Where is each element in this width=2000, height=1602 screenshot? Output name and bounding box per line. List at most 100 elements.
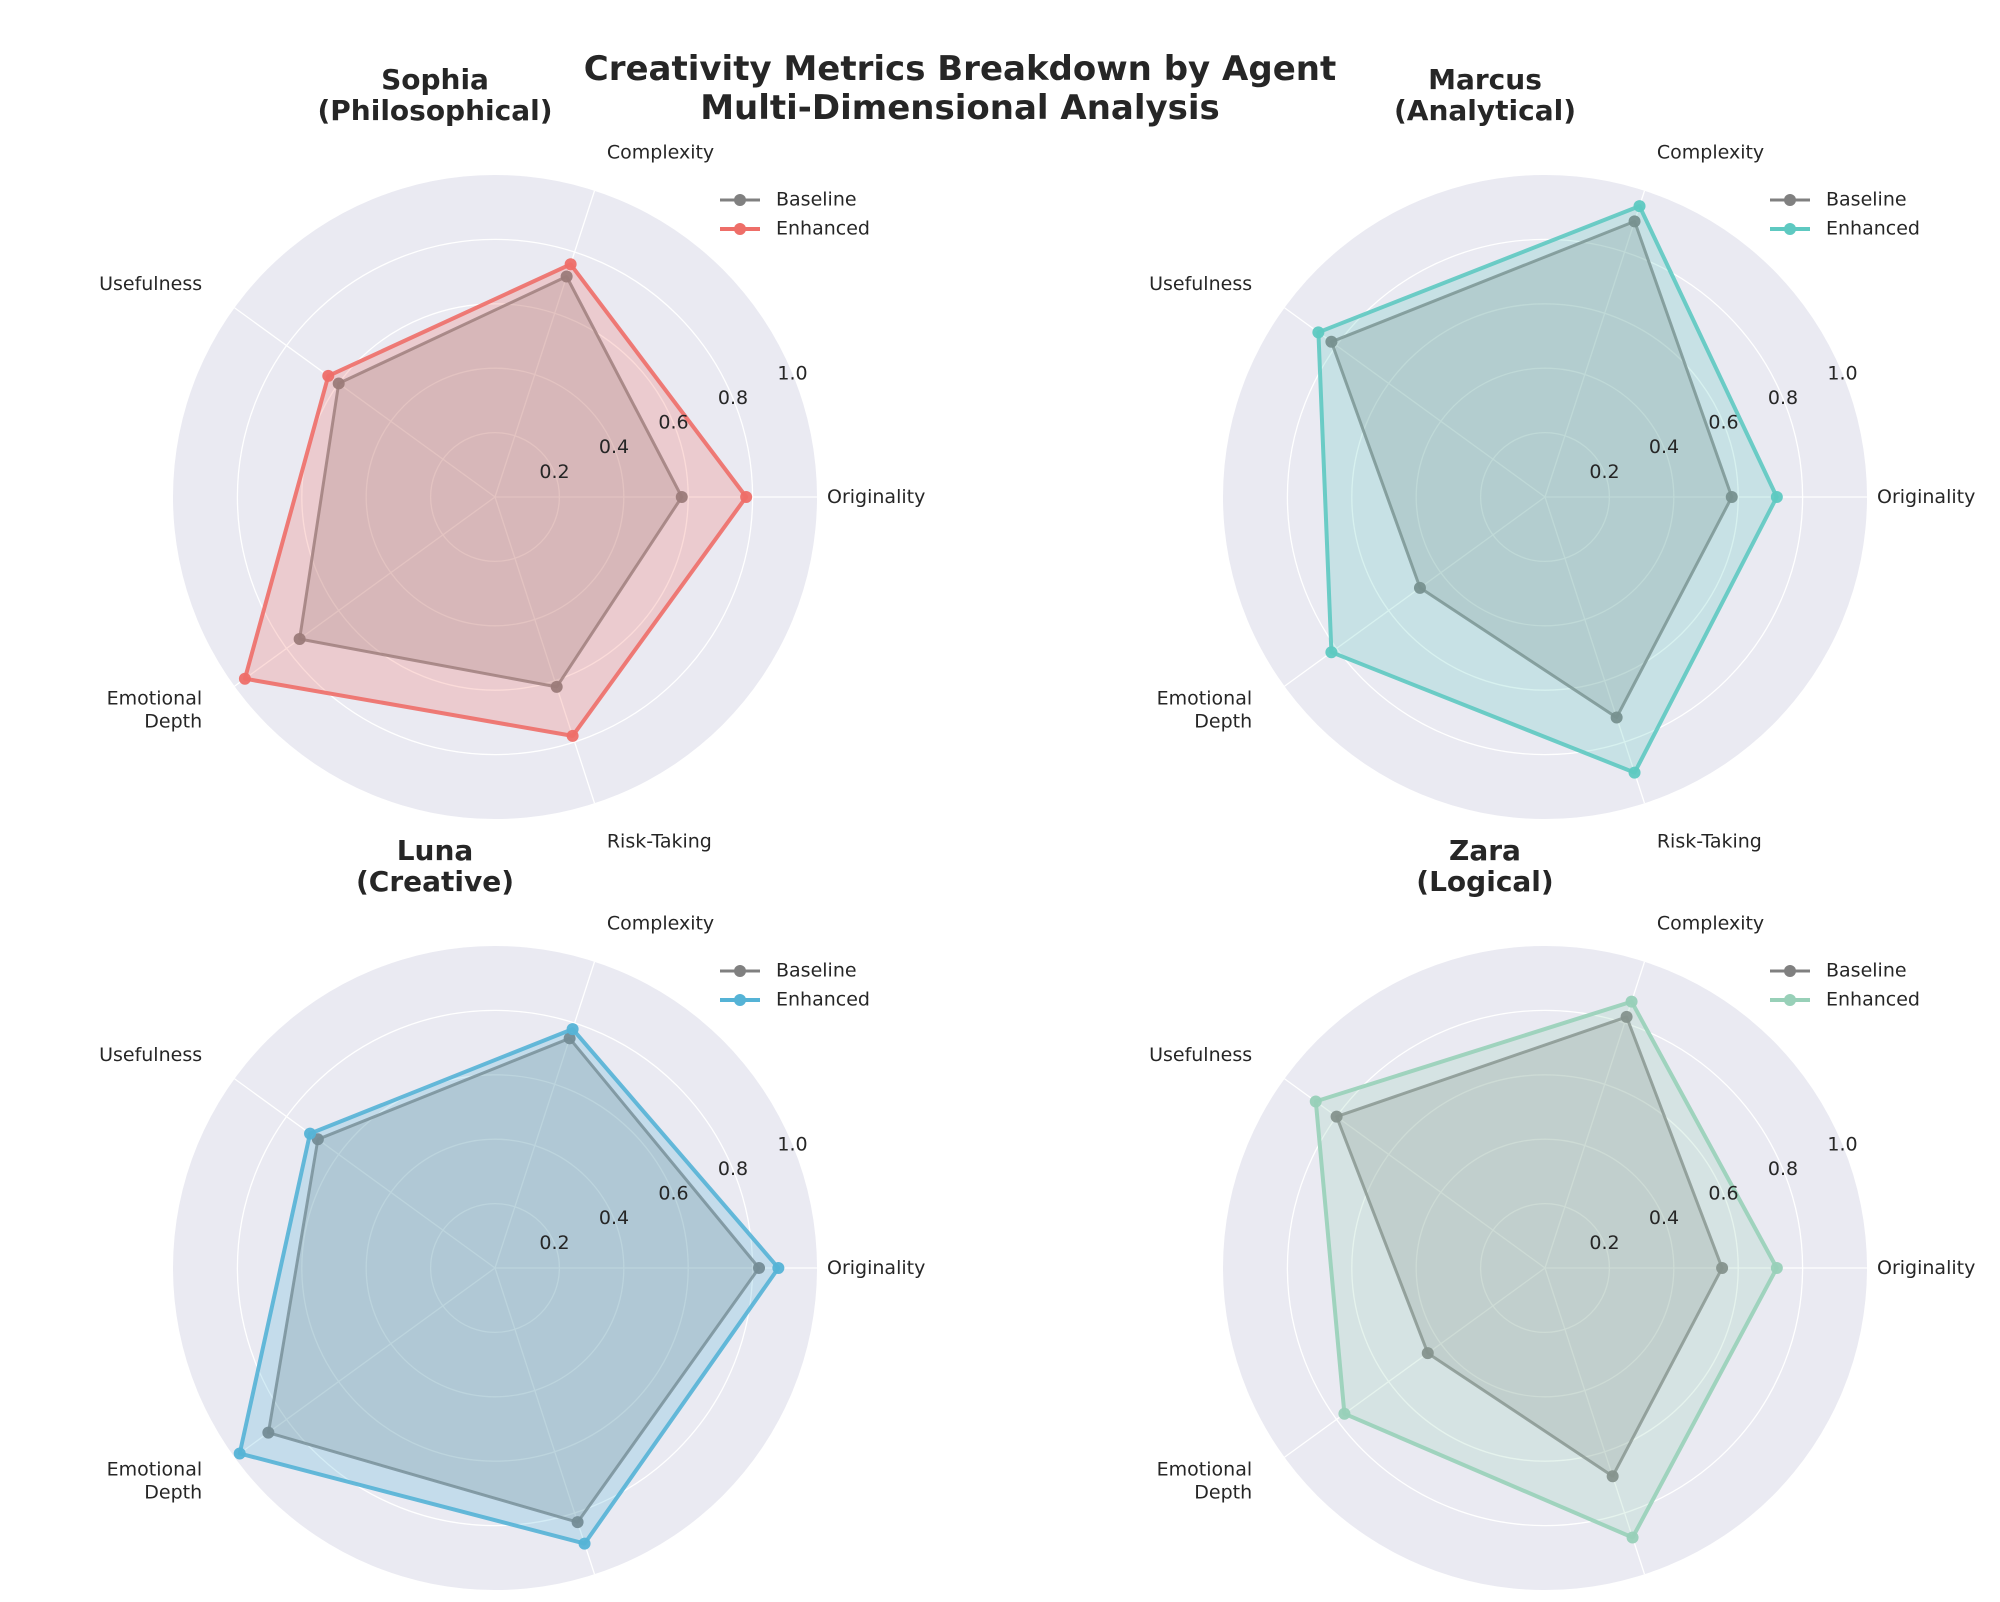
series-line-enhanced xyxy=(1313,999,1779,1540)
axis-label-emotional-depth: Emotional Depth xyxy=(1157,687,1252,732)
data-point-baseline xyxy=(1610,711,1623,724)
data-point-enhanced xyxy=(1770,1262,1783,1274)
radar-chart-luna: 0.2 0.4 0.6 0.8 1.0 Originality Complexity Usef… xyxy=(99,834,925,1602)
data-point-baseline xyxy=(1325,335,1338,348)
figure-title-line1: Creativity Metrics Breakdown by Agent xyxy=(584,49,1336,89)
data-point-baseline xyxy=(1330,1110,1343,1123)
grid-spoke xyxy=(494,496,596,804)
data-point-enhanced xyxy=(304,1127,317,1140)
grid-spoke xyxy=(1544,496,1646,804)
axis-label-risk-taking: Risk-Taking xyxy=(607,1601,712,1602)
axis-label-originality: Originality xyxy=(827,486,925,508)
series-line-enhanced xyxy=(242,262,749,738)
r-tick-label: 0.8 xyxy=(1768,387,1798,409)
subplot-title-line2: (Analytical) xyxy=(1394,94,1576,127)
legend: Baseline Enhanced xyxy=(720,960,870,1011)
data-point-enhanced xyxy=(740,491,753,503)
axis-label-complexity: Complexity xyxy=(607,141,714,163)
data-point-enhanced xyxy=(1770,491,1783,503)
r-tick-label: 1.0 xyxy=(777,1133,807,1155)
axis-label-risk-taking: Risk-Taking xyxy=(607,830,712,852)
data-point-enhanced xyxy=(1633,200,1646,213)
legend-label-baseline: Baseline xyxy=(776,960,857,982)
series-fill-baseline xyxy=(268,1038,759,1523)
subplot-title-line1: Zara xyxy=(1449,834,1521,867)
data-point-enhanced xyxy=(322,369,335,382)
data-point-enhanced xyxy=(772,1262,785,1274)
legend-label-enhanced: Enhanced xyxy=(1826,989,1920,1011)
data-point-baseline xyxy=(571,1516,584,1529)
axis-label-originality: Originality xyxy=(1877,486,1975,508)
chart-grid: 0.2 0.4 0.6 0.8 1.0 Originality Complexity Usef… xyxy=(99,63,1975,1602)
r-tick-label: 0.6 xyxy=(658,1183,688,1205)
legend-label-baseline: Baseline xyxy=(1826,960,1907,982)
axis-label-emotional-depth: Emotional Depth xyxy=(107,1458,202,1503)
series-fill-enhanced xyxy=(1318,206,1777,773)
legend-label-enhanced: Enhanced xyxy=(776,989,870,1011)
series-fill-enhanced xyxy=(239,1029,779,1544)
series-line-baseline xyxy=(1329,219,1734,719)
legend-marker-baseline xyxy=(734,965,746,977)
data-point-enhanced xyxy=(1325,646,1338,659)
legend: Baseline Enhanced xyxy=(720,189,870,240)
r-tick-label: 0.2 xyxy=(539,461,569,483)
r-tick-label: 0.8 xyxy=(1768,1158,1798,1180)
data-point-baseline xyxy=(1620,1010,1633,1023)
data-point-enhanced xyxy=(1625,995,1638,1008)
data-point-baseline xyxy=(560,270,573,283)
axis-label-usefulness: Usefulness xyxy=(1149,273,1252,295)
data-point-baseline xyxy=(563,1032,576,1045)
r-tick-label: 0.2 xyxy=(1589,461,1619,483)
grid-spoke xyxy=(234,496,496,687)
axis-label-complexity: Complexity xyxy=(607,912,714,934)
data-point-baseline xyxy=(1628,215,1641,228)
subplot-title-line1: Luna xyxy=(397,834,474,867)
r-tick-label: 1.0 xyxy=(1827,1133,1857,1155)
grid-spoke xyxy=(494,190,596,498)
r-tick-label: 0.4 xyxy=(1649,1207,1679,1229)
radar-chart-sophia: 0.2 0.4 0.6 0.8 1.0 Originality Complexity Usef… xyxy=(99,63,925,852)
grid-spoke xyxy=(1284,1267,1546,1458)
axis-label-complexity: Complexity xyxy=(1657,141,1764,163)
data-point-baseline xyxy=(262,1426,275,1439)
series-line-enhanced xyxy=(237,1027,781,1546)
data-point-baseline xyxy=(675,491,688,503)
r-tick-label: 0.2 xyxy=(1589,1232,1619,1254)
grid-spoke xyxy=(1544,1267,1646,1575)
r-tick-label: 0.8 xyxy=(718,1158,748,1180)
r-tick-label: 0.8 xyxy=(718,387,748,409)
data-point-enhanced xyxy=(1312,326,1325,339)
axis-label-complexity: Complexity xyxy=(1657,912,1764,934)
subplot-title-line1: Marcus xyxy=(1428,63,1542,96)
series-fill-baseline xyxy=(1336,1016,1723,1477)
series-line-baseline xyxy=(1335,1015,1724,1478)
data-point-enhanced xyxy=(564,258,577,271)
subplot-title-line2: (Logical) xyxy=(1416,865,1553,898)
radar-chart-zara: 0.2 0.4 0.6 0.8 1.0 Originality Complexity Usef… xyxy=(1149,834,1975,1602)
data-point-baseline xyxy=(293,632,306,645)
data-point-baseline xyxy=(753,1262,766,1274)
axis-label-usefulness: Usefulness xyxy=(99,273,202,295)
figure-title-line2: Multi-Dimensional Analysis xyxy=(700,88,1220,128)
series-line-enhanced xyxy=(1316,204,1779,775)
series-fill-baseline xyxy=(299,276,682,687)
data-point-baseline xyxy=(1725,491,1738,503)
grid-spoke xyxy=(1544,190,1646,498)
legend-marker-enhanced xyxy=(734,994,746,1006)
legend-marker-enhanced xyxy=(1784,223,1796,235)
grid-spoke xyxy=(234,307,496,498)
series-fill-baseline xyxy=(1331,221,1732,718)
legend-label-enhanced: Enhanced xyxy=(776,218,870,240)
r-tick-label: 1.0 xyxy=(1827,362,1857,384)
legend: Baseline Enhanced xyxy=(1770,960,1920,1011)
axis-label-emotional-depth: Emotional Depth xyxy=(107,687,202,732)
legend-marker-baseline xyxy=(1784,965,1796,977)
legend-marker-enhanced xyxy=(1784,994,1796,1006)
subplot-title-line2: (Philosophical) xyxy=(317,94,552,127)
data-point-baseline xyxy=(1716,1262,1729,1274)
series-line-baseline xyxy=(298,275,684,689)
axis-label-originality: Originality xyxy=(827,1257,925,1279)
data-point-enhanced xyxy=(238,672,251,685)
legend: Baseline Enhanced xyxy=(1770,189,1920,240)
